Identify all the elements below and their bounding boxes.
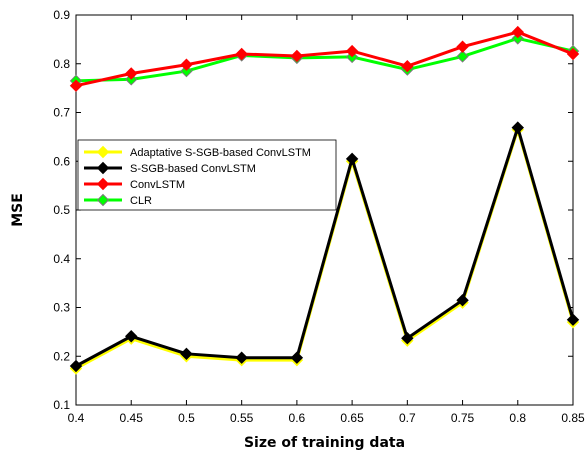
- data-point: [456, 50, 469, 63]
- y-tick-label: 0.3: [53, 301, 70, 315]
- data-point: [566, 313, 580, 326]
- legend-swatch-marker: [96, 193, 110, 207]
- data-point: [235, 351, 248, 364]
- legend-label: CLR: [130, 195, 152, 207]
- data-point: [125, 330, 138, 343]
- series-layer: [69, 25, 580, 375]
- data-point: [290, 351, 304, 364]
- x-tick-label: 0.85: [561, 411, 585, 425]
- data-point: [401, 332, 414, 345]
- data-point: [566, 47, 580, 61]
- data-point: [401, 59, 414, 73]
- data-point: [456, 40, 469, 53]
- y-axis-title: MSE: [10, 193, 26, 227]
- y-tick-label: 0.9: [53, 8, 70, 22]
- legend-swatch-marker: [96, 145, 110, 159]
- legend-entry: ConvLSTM: [84, 177, 185, 191]
- data-point: [345, 152, 359, 166]
- x-tick-label: 0.6: [289, 411, 306, 425]
- series-1: [69, 121, 580, 373]
- x-tick-label: 0.7: [399, 411, 416, 425]
- data-point: [180, 64, 193, 78]
- legend-swatch-marker: [96, 161, 110, 175]
- data-point: [125, 67, 138, 80]
- data-point: [345, 44, 359, 58]
- legend-entry: S-SGB-based ConvLSTM: [84, 161, 256, 175]
- data-point: [69, 359, 83, 373]
- y-tick-label: 0.4: [53, 252, 70, 266]
- x-tick-label: 0.4: [68, 411, 85, 425]
- legend-swatch-marker: [96, 177, 110, 191]
- data-point: [511, 25, 524, 39]
- plot-area: 0.4 0.45 0.5 0.55 0.6 0.65 0.7 0.75 0.8 0.850.10.…: [53, 8, 585, 425]
- y-tick-label: 0.5: [53, 203, 70, 217]
- data-point: [180, 58, 193, 71]
- x-tick-label: 0.75: [451, 411, 475, 425]
- legend-entry: Adaptative S-SGB-based ConvLSTM: [84, 145, 311, 159]
- legend-label: Adaptative S-SGB-based ConvLSTM: [130, 147, 311, 159]
- x-tick-label: 0.55: [230, 411, 254, 425]
- x-tick-label: 0.45: [120, 411, 144, 425]
- series-line: [75, 30, 574, 88]
- y-tick-label: 0.1: [53, 398, 70, 412]
- axis-ticks: 0.4 0.45 0.5 0.55 0.6 0.65 0.7 0.75 0.8 0.850.10.…: [53, 8, 585, 425]
- series-line: [75, 126, 575, 368]
- x-tick-label: 0.8: [509, 411, 526, 425]
- series-line: [75, 36, 574, 83]
- y-tick-label: 0.2: [53, 349, 70, 363]
- y-tick-label: 0.7: [53, 106, 70, 120]
- legend-entry: CLR: [84, 193, 152, 207]
- series-2: [69, 25, 580, 92]
- legend-label: ConvLSTM: [130, 179, 185, 191]
- legend: Adaptative S-SGB-based ConvLSTM S-SGB-bas…: [77, 139, 337, 211]
- x-axis-title: Size of training data: [244, 435, 405, 451]
- data-point: [456, 293, 469, 307]
- data-point: [511, 121, 524, 134]
- y-tick-label: 0.6: [53, 154, 70, 168]
- x-tick-label: 0.5: [178, 411, 195, 425]
- data-point: [235, 47, 248, 61]
- data-point: [511, 32, 524, 45]
- legend-label: S-SGB-based ConvLSTM: [130, 163, 256, 175]
- data-point: [290, 49, 304, 63]
- data-point: [69, 79, 83, 92]
- x-tick-label: 0.65: [340, 411, 364, 425]
- data-point: [180, 347, 193, 361]
- y-tick-label: 0.8: [53, 57, 70, 71]
